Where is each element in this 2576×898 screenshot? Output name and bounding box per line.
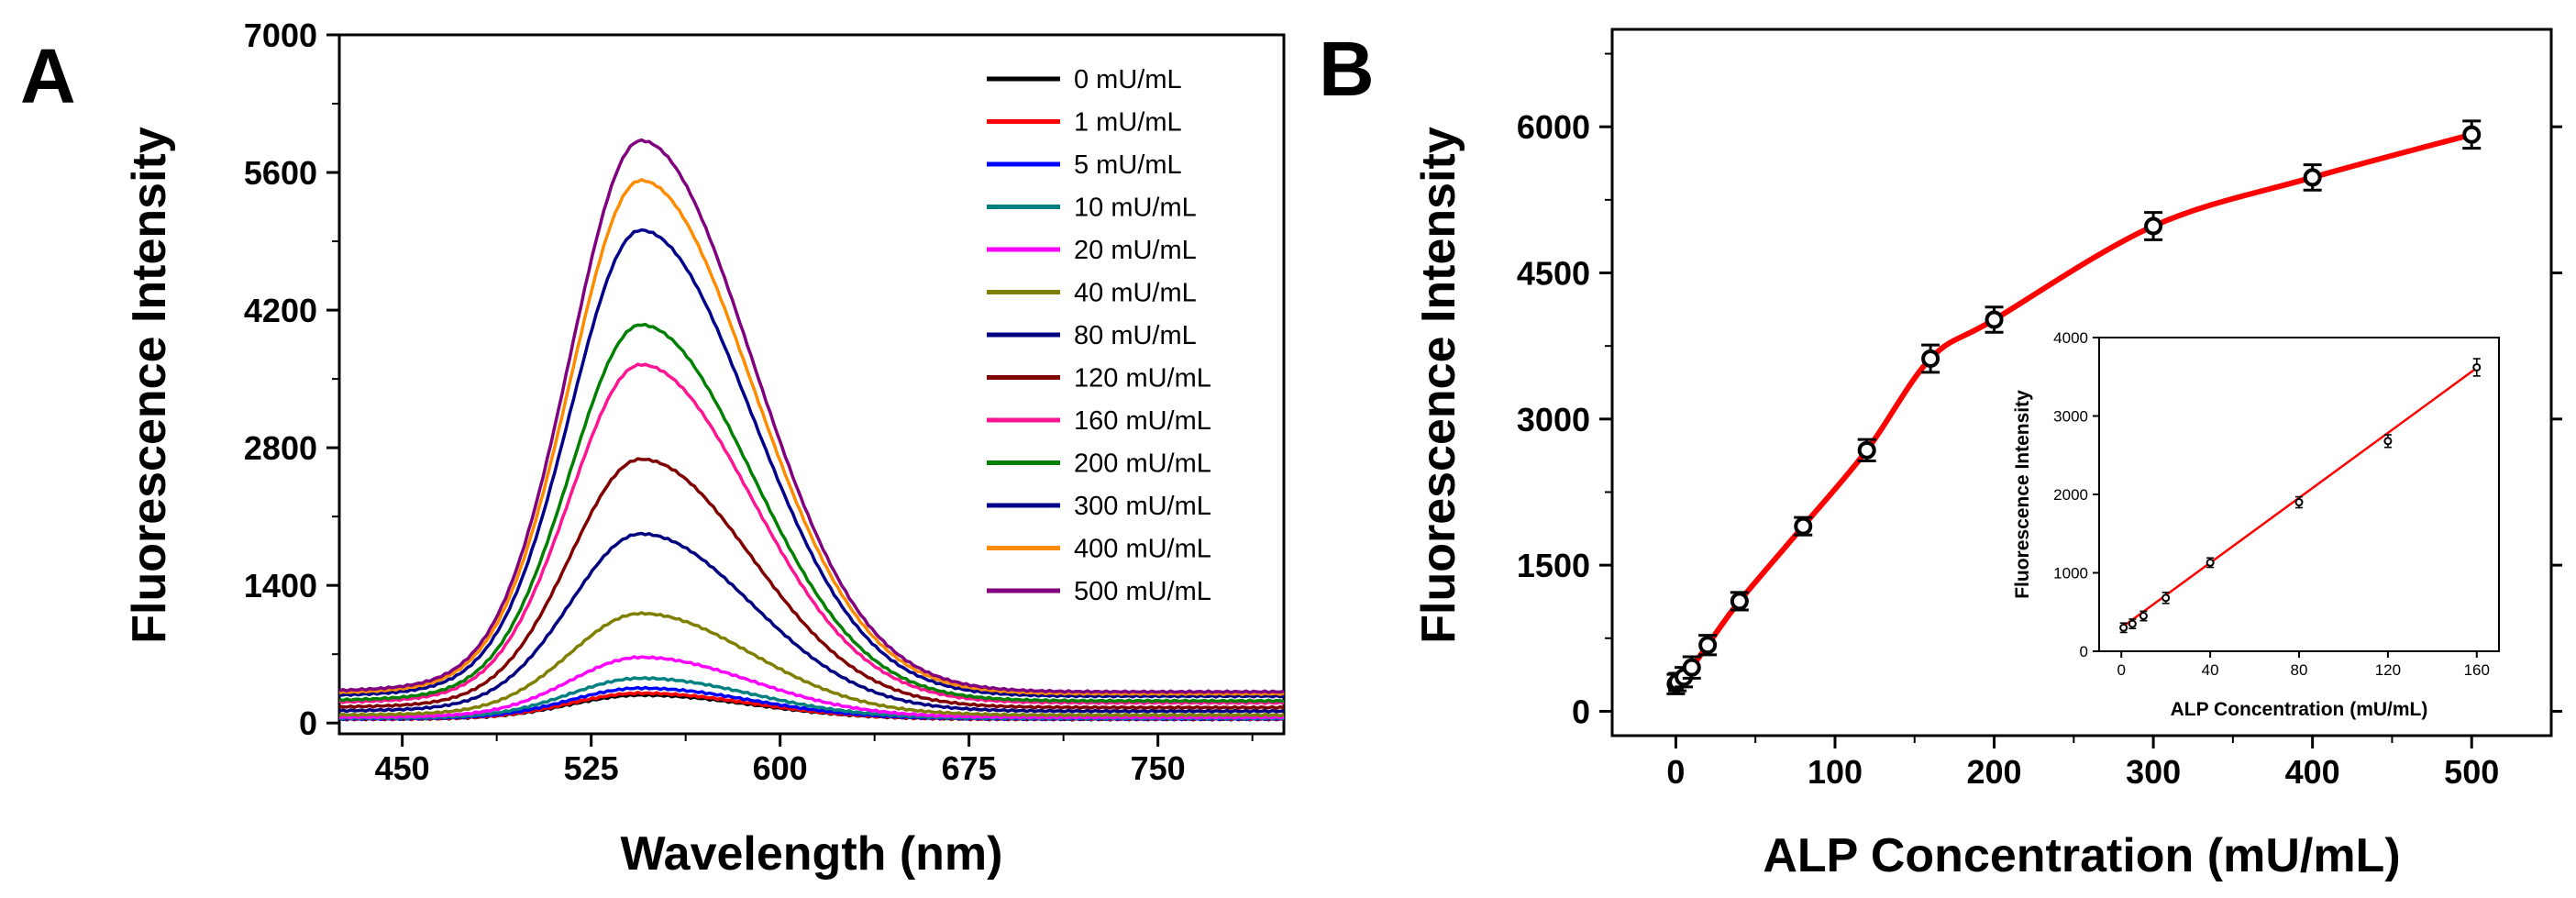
panel-b-x-axis-label: ALP Concentration (mU/mL): [1763, 829, 2400, 882]
legend-label: 0 mU/mL: [1074, 65, 1182, 94]
panel-a-y-tick-label: 7000: [244, 17, 317, 54]
data-point: [2144, 216, 2163, 236]
panel-b-x-tick-label: 200: [1967, 753, 2022, 791]
legend-label: 1 mU/mL: [1074, 108, 1182, 138]
inset-y-tick-label: 1000: [2053, 565, 2088, 582]
panel-b-label: B: [1319, 26, 1375, 112]
panel-a-y-tick-label: 4200: [244, 292, 317, 329]
inset-data-point: [2383, 437, 2393, 446]
inset-y-axis-label: Fluorescence Intensity: [2012, 390, 2033, 599]
panel-b-x-tick-label: 0: [1666, 753, 1685, 791]
panel-b-x-tick-label: 100: [1808, 753, 1863, 791]
inset-data-point: [2128, 619, 2137, 628]
panel-a-y-tick-label: 1400: [244, 567, 317, 604]
panel-b-points: [1666, 119, 2482, 695]
data-point: [1698, 636, 1718, 655]
panel-a-x-tick-label: 450: [375, 749, 430, 787]
panel-b-x-tick-label: 400: [2285, 753, 2340, 791]
inset-data-point: [2119, 623, 2128, 632]
panel-a-x-axis-label: Wavelength (nm): [621, 827, 1003, 881]
legend-label: 160 mU/mL: [1074, 406, 1211, 436]
panel-a-x-tick-label: 675: [942, 749, 997, 787]
data-point: [1857, 440, 1876, 460]
panel-b-x-tick-label: 500: [2444, 753, 2499, 791]
data-point: [1682, 658, 1701, 677]
inset-data-point: [2206, 558, 2215, 567]
panel-b-x-tick-label: 300: [2126, 753, 2181, 791]
panel-a-ticks: 450 525 600 675 750 0 1400 2800 4200 5600 7000: [244, 17, 1254, 787]
panel-a-legend: 0 mU/mL 1 mU/mL 5 mU/mL 10 mU/mL 20 mU/mL 40 …: [987, 65, 1211, 606]
panel-b-frame: [1610, 28, 2553, 737]
panel-a-y-tick-label: 5600: [244, 154, 317, 192]
panel-a-frame: [337, 33, 1286, 736]
panel-a-curves: [338, 138, 1285, 722]
inset-points: [2119, 358, 2482, 634]
panel-b-y-tick-label: 4500: [1517, 255, 1590, 293]
panel-a-x-tick-label: 750: [1131, 749, 1186, 787]
inset-x-tick-label: 120: [2375, 661, 2401, 679]
inset-x-axis-label: ALP Concentration (mU/mL): [2171, 699, 2428, 720]
spectrum-line: [338, 457, 1285, 711]
legend-label: 120 mU/mL: [1074, 364, 1211, 394]
data-point: [1730, 592, 1749, 611]
legend-label: 40 mU/mL: [1074, 279, 1197, 308]
inset-x-tick-label: 160: [2464, 661, 2490, 679]
inset-y-tick-label: 3000: [2053, 408, 2088, 426]
spectrum-line: [338, 177, 1285, 697]
inset-data-point: [2161, 593, 2171, 603]
panel-a-label: A: [20, 33, 76, 119]
panel-b-y-tick-label: 0: [1572, 693, 1590, 730]
spectrum-line: [338, 227, 1285, 699]
legend-label: 500 mU/mL: [1074, 577, 1211, 606]
data-point: [2303, 168, 2322, 187]
inset-y-tick-label: 0: [2080, 643, 2088, 660]
inset-data-point: [2139, 612, 2148, 621]
legend-label: 200 mU/mL: [1074, 449, 1211, 479]
panel-b-y-tick-label: 3000: [1517, 401, 1590, 438]
legend-label: 5 mU/mL: [1074, 150, 1182, 180]
panel-a-x-tick-label: 600: [753, 749, 808, 787]
panel-a-y-axis-label: Fluorescence Intensity: [123, 127, 176, 644]
inset-x-tick-label: 40: [2202, 661, 2219, 679]
panel-a-y-tick-label: 2800: [244, 429, 317, 467]
inset-x-tick-label: 0: [2117, 661, 2125, 679]
spectrum-line: [338, 531, 1285, 715]
spectrum-line: [338, 322, 1285, 704]
data-point: [1985, 310, 2004, 329]
panel-a-plot-area: 450 525 600 675 750 0 1400 2800 4200 5600 7000 0 m…: [244, 17, 1286, 787]
inset-frame: [2098, 337, 2500, 652]
spectrum-line: [338, 138, 1285, 694]
inset-plot: 0 40 80 120 160 0 1000 2000 3000 4000 ALP Concent…: [2012, 329, 2500, 720]
legend-label: 20 mU/mL: [1074, 236, 1197, 265]
legend-label: 10 mU/mL: [1074, 194, 1197, 223]
panel-b-y-tick-label: 1500: [1517, 547, 1590, 584]
inset-data-point: [2294, 498, 2304, 507]
data-point: [1921, 349, 1940, 368]
panel-b-y-tick-label: 6000: [1517, 108, 1590, 146]
inset-y-tick-label: 4000: [2053, 329, 2088, 347]
inset-y-tick-label: 2000: [2053, 486, 2088, 504]
legend-label: 400 mU/mL: [1074, 535, 1211, 564]
spectrum-line: [338, 611, 1285, 718]
spectrum-line: [338, 655, 1285, 720]
inset-x-tick-label: 80: [2291, 661, 2308, 679]
panel-a-y-tick-label: 0: [299, 704, 317, 742]
panel-a-x-tick-label: 525: [564, 749, 619, 787]
legend-label: 300 mU/mL: [1074, 492, 1211, 521]
legend-label: 80 mU/mL: [1074, 321, 1197, 350]
inset-ticks: 0 40 80 120 160 0 1000 2000 3000 4000: [2053, 329, 2490, 679]
spectrum-line: [338, 362, 1285, 705]
inset-data-point: [2472, 362, 2482, 371]
data-point: [1794, 516, 1813, 536]
panel-b-y-axis-label: Fluorescence Intensity: [1412, 127, 1465, 644]
data-point: [2462, 125, 2482, 144]
